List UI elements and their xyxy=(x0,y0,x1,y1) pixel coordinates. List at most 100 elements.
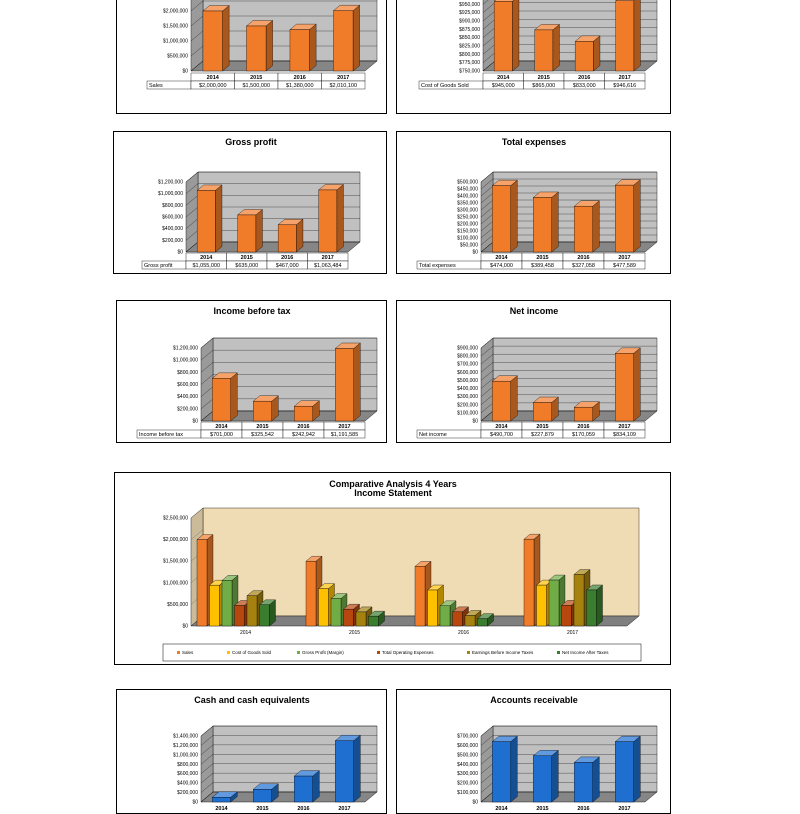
cash-gridline-side xyxy=(200,763,214,774)
cogs-value-label: $833,000 xyxy=(573,83,596,89)
cash-category-label: 2017 xyxy=(338,806,350,812)
ibt-gridline-side xyxy=(200,398,214,409)
gross-gridline-side xyxy=(185,230,199,241)
combo-bar xyxy=(523,538,535,627)
ibt-tick-label: $800,000 xyxy=(177,370,198,376)
combo-legend-swatch xyxy=(227,651,230,654)
net-tick-label: $800,000 xyxy=(457,354,478,360)
cash-side-wall xyxy=(200,725,214,803)
sales-bar-side xyxy=(309,23,317,72)
ar-bar xyxy=(615,741,634,803)
texp-value-label: $474,000 xyxy=(490,263,513,269)
cogs-bar xyxy=(574,41,594,72)
net-bar xyxy=(533,402,552,422)
cogs-value-label: $946,616 xyxy=(613,83,636,89)
ibt-gridline-side xyxy=(200,386,214,397)
cogs-gridline-side xyxy=(482,60,496,72)
accounts-receivable-chart: Accounts receivable $0 $100,000 $200,000 $30… xyxy=(457,695,658,812)
cogs-row-label: Cost of Goods Sold xyxy=(421,83,469,89)
net-gridline-side xyxy=(480,362,494,373)
sales-value-label: $2,000,000 xyxy=(199,83,227,89)
cogs-gridline-side xyxy=(482,35,496,47)
ibt-bar xyxy=(253,401,272,422)
ar-tick-label: $700,000 xyxy=(457,734,478,740)
cogs-tick-label: $875,000 xyxy=(459,27,480,33)
texp-bar-side xyxy=(592,200,600,253)
texp-tick-label: $250,000 xyxy=(457,215,478,221)
cogs-tick-label: $850,000 xyxy=(459,35,480,41)
ibt-bar xyxy=(212,378,231,422)
gross-category-label: 2014 xyxy=(200,255,213,261)
cogs-bar xyxy=(534,29,554,72)
combo-bar xyxy=(221,580,233,627)
combo-legend-label: Total Operating Expenses xyxy=(382,650,434,655)
texp-row-label: Total expenses xyxy=(419,263,456,269)
combo-legend-swatch xyxy=(557,651,560,654)
sales-category-label: 2016 xyxy=(294,75,306,81)
ar-gridline-side xyxy=(480,725,494,737)
cash-chart-card: Cash and cash equivalents $0 $200,000 $400,… xyxy=(116,689,387,814)
ibt-title: Income before tax xyxy=(213,306,290,316)
cogs-category-label: 2014 xyxy=(497,75,510,81)
gross-tick-label: $1,000,000 xyxy=(158,191,183,197)
sales-tick-label: $1,500,000 xyxy=(163,24,188,30)
combo-bar xyxy=(586,589,597,627)
cash-bar xyxy=(335,740,354,803)
ibt-category-label: 2014 xyxy=(215,424,228,430)
net-tick-label: $300,000 xyxy=(457,394,478,400)
texp-tick-label: $50,000 xyxy=(460,243,478,249)
sales-category-label: 2014 xyxy=(207,75,220,81)
gross-value-cell xyxy=(307,260,349,270)
texp-gridline-side xyxy=(480,178,494,190)
combo-bar xyxy=(305,561,317,627)
net-tick-label: $200,000 xyxy=(457,402,478,408)
net-income-chart: Net income $0 $100,000 $200,000 $300,000 $400… xyxy=(416,306,658,439)
texp-gridline-side xyxy=(480,206,494,218)
texp-gridline-side xyxy=(480,171,494,183)
combo-tick-label: $500,000 xyxy=(167,602,188,608)
texp-tick-label: $300,000 xyxy=(457,208,478,214)
cogs-gridline-side xyxy=(482,52,496,63)
cogs-bar xyxy=(615,0,635,72)
net-category-label: 2017 xyxy=(618,424,630,430)
net-value-label: $490,700 xyxy=(490,432,513,438)
cash-tick-label: $1,000,000 xyxy=(173,752,198,758)
ibt-value-cell xyxy=(323,429,366,439)
sales-tick-label: $1,000,000 xyxy=(163,39,188,45)
gross-bar-side xyxy=(336,184,344,253)
texp-category-label: 2014 xyxy=(495,255,508,261)
ar-category-label: 2016 xyxy=(577,806,589,812)
ibt-bar xyxy=(294,406,313,422)
net-bar-side xyxy=(633,347,641,422)
ibt-gridline-side xyxy=(200,362,214,373)
gross-value-label: $467,000 xyxy=(276,263,299,269)
net-tick-label: $700,000 xyxy=(457,362,478,368)
combo-bar xyxy=(355,611,367,627)
combo-bar xyxy=(259,604,270,627)
ibt-gridline-side xyxy=(200,410,214,422)
sales-gridline-side xyxy=(190,15,204,27)
combo-title-line2: Income Statement xyxy=(354,488,432,498)
ar-bar-side xyxy=(633,735,641,803)
net-gridline-side xyxy=(480,337,494,349)
ibt-tick-label: $1,200,000 xyxy=(173,346,198,352)
texp-bar xyxy=(492,185,511,253)
cogs-chart: $750,000 $775,000 $800,000 $825,000 $850,000… xyxy=(418,0,658,90)
cash-gridline-side xyxy=(200,725,214,737)
gross-profit-chart: Gross profit $0 $200,000 $400,000 $600,000 $8… xyxy=(141,137,361,270)
cash-gridline-side xyxy=(200,744,214,755)
gross-tick-label: $200,000 xyxy=(162,238,183,244)
texp-bar-side xyxy=(510,179,518,253)
net-bar xyxy=(615,353,634,422)
net-gridline-side xyxy=(480,345,494,357)
texp-gridline-side xyxy=(480,192,494,204)
ibt-category-label: 2015 xyxy=(256,424,268,430)
cogs-tick-label: $800,000 xyxy=(459,52,480,58)
ibt-gridline-side xyxy=(200,337,214,349)
ibt-gridline-side xyxy=(200,374,214,385)
income-before-tax-chart: Income before tax $0 $200,000 $400,000 $600,… xyxy=(136,306,378,439)
net-category-label: 2014 xyxy=(495,424,508,430)
ar-tick-label: $400,000 xyxy=(457,762,478,768)
combo-tick-label: $2,500,000 xyxy=(163,516,188,522)
